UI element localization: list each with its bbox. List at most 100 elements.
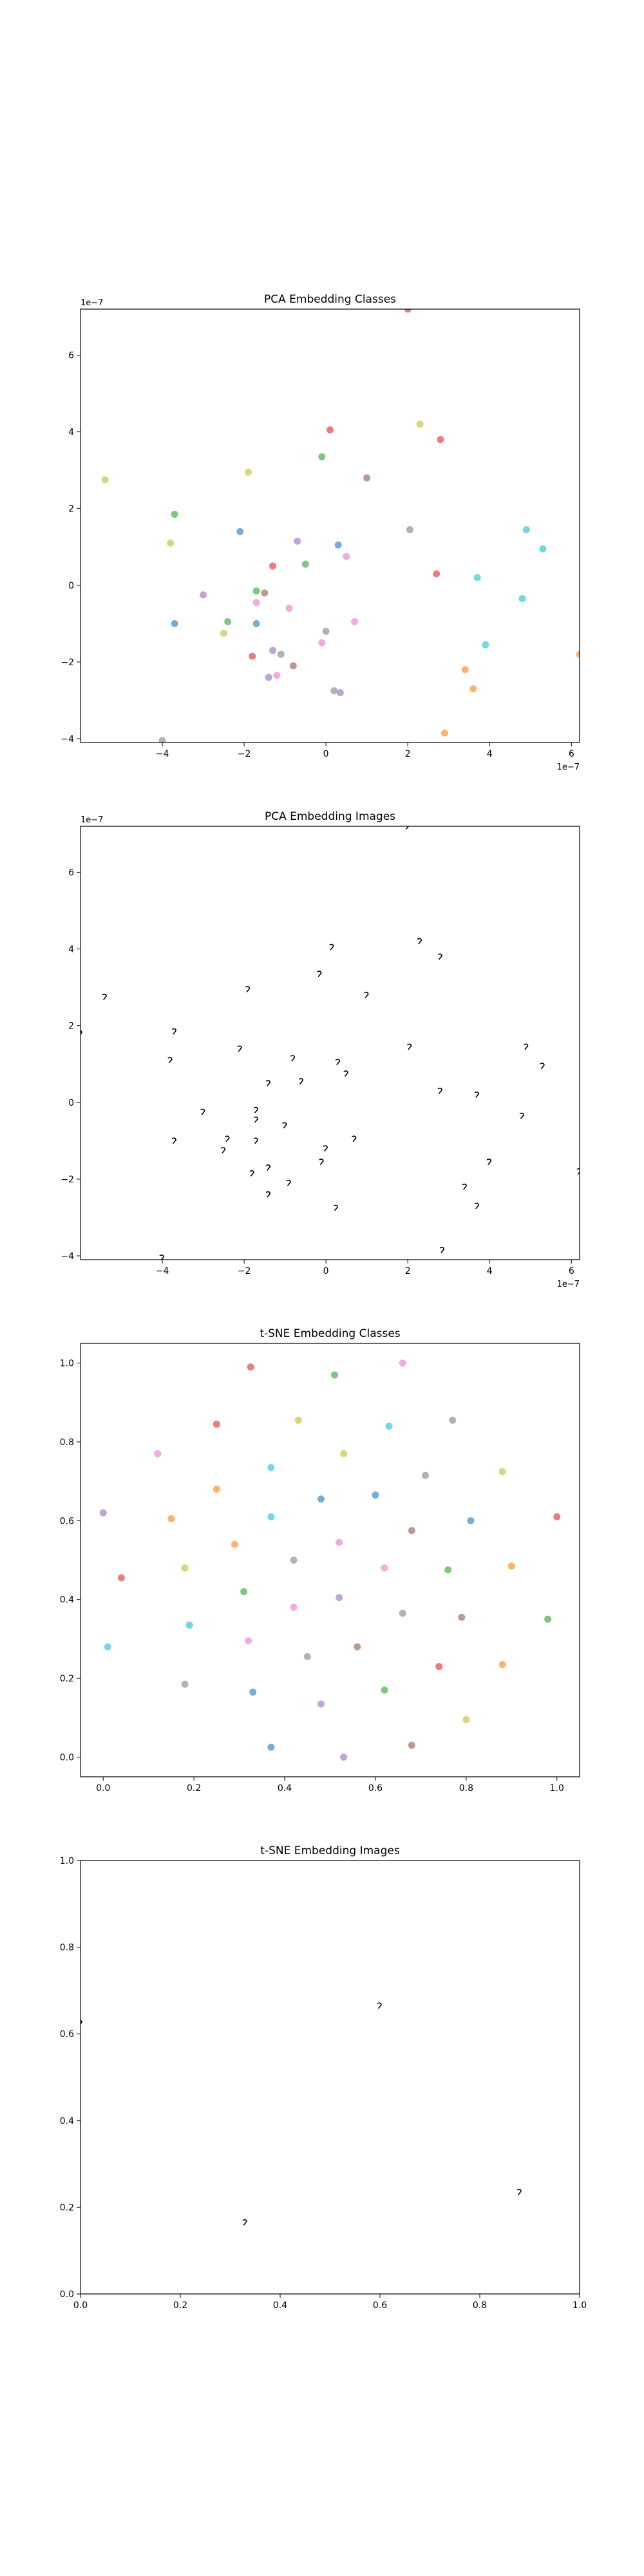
image-thumbnail-17 xyxy=(265,1164,271,1171)
y-tick-label: −2 xyxy=(61,1175,74,1185)
data-point-7 xyxy=(449,1416,457,1424)
data-point-22 xyxy=(294,537,301,545)
data-point-36 xyxy=(416,421,424,428)
image-thumbnail-21 xyxy=(298,1078,303,1084)
image-thumbnail-2 xyxy=(80,1030,82,1036)
data-point-31 xyxy=(343,553,350,560)
x-axis-offset-text: 1e−7 xyxy=(557,762,580,772)
data-point-46 xyxy=(317,1700,325,1708)
image-thumbnail-34 xyxy=(437,1087,442,1094)
x-tick-label: −2 xyxy=(238,1266,251,1276)
data-point-20 xyxy=(285,605,293,612)
data-point-16 xyxy=(269,562,277,570)
image-thumbnail-23 xyxy=(319,1159,324,1165)
image-thumbnail-30 xyxy=(364,992,369,998)
y-tick-label: 0.0 xyxy=(60,2289,74,2300)
image-thumbnail-27 xyxy=(335,1059,341,1065)
y-tick-label: 0.8 xyxy=(60,1943,74,1953)
y-tick-label: 2 xyxy=(68,504,74,515)
image-thumbnail-41 xyxy=(519,1112,525,1119)
image-thumbnail-35 xyxy=(437,953,442,960)
image-thumbnail-3 xyxy=(171,1028,177,1035)
data-point-42 xyxy=(498,1661,506,1669)
data-point-50 xyxy=(340,1753,348,1761)
data-point-45 xyxy=(522,526,530,533)
y-tick-label: 6 xyxy=(68,350,74,361)
x-tick-label: 4 xyxy=(487,749,493,759)
data-point-37 xyxy=(433,570,440,578)
image-thumbnail-11 xyxy=(249,1170,254,1177)
chart-title: PCA Embedding Classes xyxy=(264,293,396,306)
data-point-17 xyxy=(269,647,277,654)
data-point-9 xyxy=(244,468,252,476)
data-point-24 xyxy=(290,1557,298,1564)
data-point-49 xyxy=(408,1741,415,1749)
data-point-18 xyxy=(273,672,281,679)
data-point-5 xyxy=(200,591,207,599)
data-point-47 xyxy=(576,650,580,658)
axes-frame xyxy=(80,308,580,743)
x-tick-label: 0 xyxy=(323,749,329,759)
data-point-12 xyxy=(498,1468,506,1475)
x-tick-label: −4 xyxy=(156,1266,169,1276)
data-point-47 xyxy=(462,1716,470,1723)
data-point-32 xyxy=(351,618,359,625)
x-axis-offset-text: 1e−7 xyxy=(557,1280,580,1289)
data-point-27 xyxy=(444,1566,452,1574)
x-tick-label: −4 xyxy=(156,749,169,759)
x-tick-label: 4 xyxy=(487,1266,493,1276)
data-point-30 xyxy=(336,689,344,697)
y-tick-label: 0.6 xyxy=(60,1516,74,1526)
data-point-13 xyxy=(213,1485,220,1493)
image-thumbnail-10 xyxy=(245,986,251,992)
data-point-19 xyxy=(277,650,285,658)
data-point-35 xyxy=(406,526,413,533)
image-thumbnail-8 xyxy=(225,1135,230,1142)
y-tick-label: −4 xyxy=(61,734,74,744)
image-thumbnail-13 xyxy=(253,1137,259,1144)
image-thumbnail-19 xyxy=(286,1179,291,1186)
chart-panel-3: t-SNE Embedding Classes 0.0 0.2 0.4 0.6 0.8 1.… xyxy=(60,1327,580,1794)
image-thumbnail-12 xyxy=(253,1106,259,1113)
image-thumbnail-9 xyxy=(237,1045,242,1052)
y-tick-label: 1.0 xyxy=(60,1359,74,1369)
data-point-18 xyxy=(267,1513,275,1520)
data-point-11 xyxy=(252,587,260,595)
image-thumbnail-38 xyxy=(474,1202,480,1209)
data-points xyxy=(80,826,580,1260)
y-tick-label: 6 xyxy=(68,867,74,878)
data-point-38 xyxy=(437,435,444,443)
image-thumbnail-24 xyxy=(323,1145,328,1151)
data-point-37 xyxy=(104,1643,111,1651)
image-thumbnail-7 xyxy=(221,1147,226,1153)
image-thumbnail-28 xyxy=(343,1070,348,1077)
image-thumbnail-26 xyxy=(333,1204,338,1211)
data-point-12 xyxy=(252,620,260,627)
data-point-43 xyxy=(181,1680,189,1688)
y-tick-label: 4 xyxy=(68,428,74,438)
image-thumbnail-1 xyxy=(102,994,108,1000)
data-point-30 xyxy=(240,1587,248,1595)
data-point-39 xyxy=(354,1643,361,1651)
y-tick-label: −4 xyxy=(61,1251,74,1262)
data-point-46 xyxy=(539,545,547,553)
x-tick-label: −2 xyxy=(238,749,251,759)
x-tick-label: 1.0 xyxy=(573,2300,587,2311)
data-points xyxy=(101,309,580,743)
data-point-36 xyxy=(544,1615,552,1623)
image-thumbnail-14 xyxy=(253,1116,259,1123)
data-point-29 xyxy=(117,1574,125,1582)
y-axis-offset-text: 1e−7 xyxy=(80,815,103,825)
image-thumbnail-31 xyxy=(406,826,410,829)
data-point-41 xyxy=(469,685,477,693)
data-point-7 xyxy=(224,618,232,625)
data-point-26 xyxy=(381,1564,388,1572)
data-point-32 xyxy=(290,1604,298,1611)
image-thumbnail-1 xyxy=(80,2020,82,2025)
axes-frame xyxy=(80,826,580,1260)
chart-title: PCA Embedding Images xyxy=(265,810,395,823)
data-point-23 xyxy=(301,560,309,568)
y-tick-label: 0.8 xyxy=(60,1437,74,1448)
x-tick-label: 0.6 xyxy=(373,2300,387,2311)
data-point-19 xyxy=(408,1527,415,1535)
